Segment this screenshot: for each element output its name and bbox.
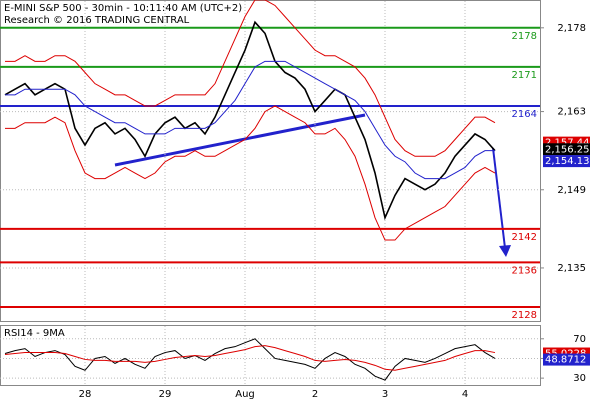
forecast-arrow <box>492 147 506 249</box>
series-line <box>5 105 496 241</box>
series-line <box>4 20 496 221</box>
level-label: 2142 <box>512 232 537 243</box>
y-tick-label: 70 <box>573 334 586 345</box>
y-tick-label: 2,178 <box>557 23 586 34</box>
level-label: 2164 <box>512 109 537 120</box>
chart-title: E-MINI S&P 500 - 30min - 10:11:40 AM (UT… <box>4 3 242 14</box>
x-tick-label: 3 <box>382 389 388 400</box>
price-tag-label: 2,154.13 <box>545 156 590 167</box>
level-label: 2171 <box>512 70 537 81</box>
trend-line <box>114 113 366 167</box>
price-tag <box>543 143 590 156</box>
y-tick-label: 2,163 <box>557 107 586 118</box>
series-line <box>5 0 496 157</box>
y-tick-label: 2,149 <box>557 185 586 196</box>
series-line <box>5 60 495 180</box>
x-tick-label: 29 <box>159 389 172 400</box>
y-tick-label: 2,135 <box>557 263 586 274</box>
level-label: 2178 <box>512 31 537 42</box>
x-tick-label: 28 <box>79 389 92 400</box>
series-line <box>4 345 496 371</box>
level-label: 2128 <box>512 310 537 321</box>
main-panel <box>0 0 541 322</box>
level-label: 2136 <box>512 265 537 276</box>
price-tag <box>543 155 590 168</box>
series-line <box>4 338 496 381</box>
price-tag-label: 2,156.25 <box>545 144 590 155</box>
arrow-head <box>499 245 511 257</box>
x-tick-label: 4 <box>462 389 468 400</box>
rsi-title: RSI14 - 9MA <box>4 328 65 339</box>
price-tag-label: 48.8712 <box>545 355 586 366</box>
x-tick-label: 2 <box>312 389 318 400</box>
price-tag-label: 2,157.44 <box>545 138 590 149</box>
chart-subtitle: Research © 2016 TRADING CENTRAL <box>4 15 190 26</box>
x-tick-label: Aug <box>235 389 255 400</box>
rsi-panel <box>0 325 541 386</box>
y-tick-label: 30 <box>573 373 586 384</box>
price-tag <box>543 353 590 366</box>
